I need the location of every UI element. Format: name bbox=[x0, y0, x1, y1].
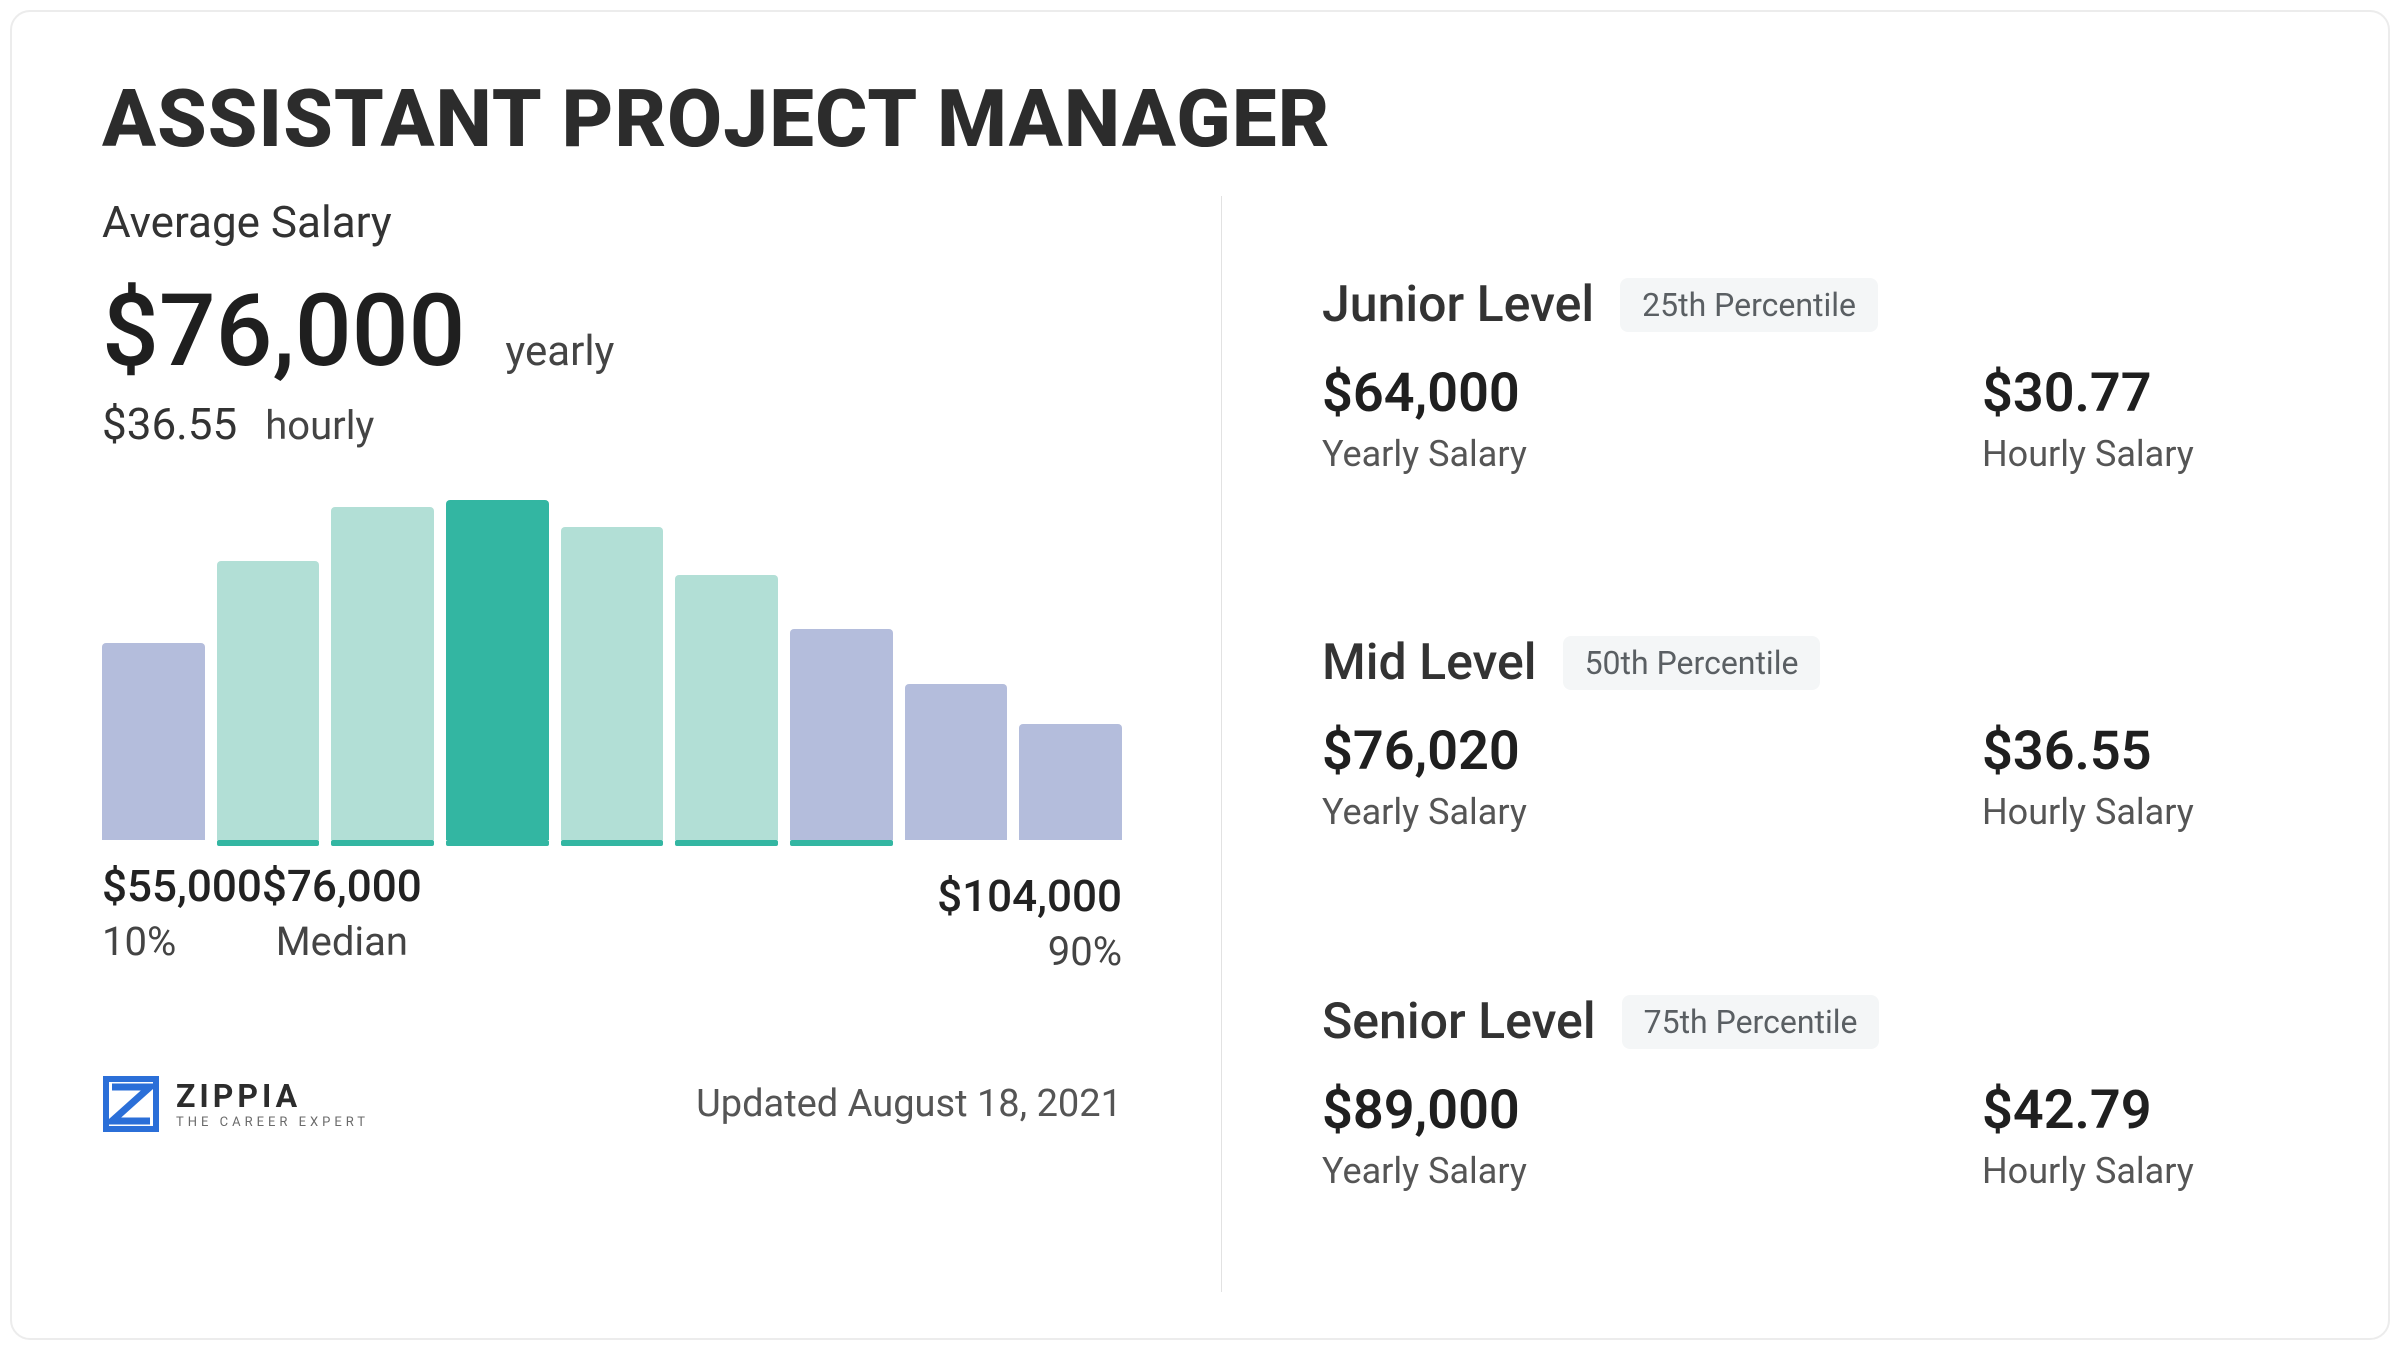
axis-tick-high: $104,000 90% bbox=[422, 860, 1122, 985]
zippia-logo-icon bbox=[102, 1075, 160, 1133]
level-yearly-value: $76,020 bbox=[1322, 720, 1562, 783]
level-name: Junior Level bbox=[1322, 276, 1594, 334]
axis-tick-low: $55,000 10% bbox=[102, 860, 262, 985]
left-panel: Average Salary $76,000 yearly $36.55 hou… bbox=[102, 196, 1222, 1292]
level-values-row: $76,020 Yearly Salary $36.55 Hourly Salary bbox=[1322, 720, 2222, 833]
yearly-salary-value: $76,000 bbox=[102, 273, 465, 390]
level-yearly-label: Yearly Salary bbox=[1322, 433, 1562, 475]
level-block: Mid Level 50th Percentile$76,020 Yearly Sa… bbox=[1322, 634, 2298, 833]
chart-bar-underline bbox=[217, 840, 320, 846]
yearly-salary-unit: yearly bbox=[505, 327, 614, 376]
level-hourly-value: $30.77 bbox=[1982, 362, 2222, 425]
hourly-block: $36.55 Hourly Salary bbox=[1982, 720, 2222, 833]
average-salary-label: Average Salary bbox=[102, 196, 1161, 248]
percentile-badge: 75th Percentile bbox=[1622, 995, 1880, 1049]
axis-high-label: 90% bbox=[522, 928, 1122, 975]
axis-mid-label: Median bbox=[262, 918, 422, 965]
hourly-salary-row: $36.55 hourly bbox=[102, 398, 1161, 450]
yearly-block: $89,000 Yearly Salary bbox=[1322, 1079, 1562, 1192]
axis-tick-mid: $76,000 Median bbox=[262, 860, 422, 985]
chart-bar bbox=[102, 643, 205, 840]
axis-low-label: 10% bbox=[102, 918, 262, 965]
axis-mid-value: $76,000 bbox=[262, 860, 422, 912]
chart-bar-underline bbox=[561, 840, 664, 846]
level-hourly-label: Hourly Salary bbox=[1982, 1150, 2222, 1192]
level-yearly-value: $64,000 bbox=[1322, 362, 1562, 425]
chart-bar-underline bbox=[331, 840, 434, 846]
chart-bar bbox=[561, 527, 664, 840]
level-block: Junior Level 25th Percentile $64,000 Yearly… bbox=[1322, 276, 2298, 475]
level-name: Mid Level bbox=[1322, 634, 1537, 692]
chart-bar-underline bbox=[446, 840, 549, 846]
level-header: Junior Level 25th Percentile bbox=[1322, 276, 2298, 334]
level-name: Senior Level bbox=[1322, 993, 1596, 1051]
level-hourly-label: Hourly Salary bbox=[1982, 791, 2222, 833]
chart-axis: $55,000 10% $76,000 Median $104,000 90% bbox=[102, 860, 1122, 985]
level-hourly-value: $36.55 bbox=[1982, 720, 2222, 783]
hourly-block: $42.79 Hourly Salary bbox=[1982, 1079, 2222, 1192]
chart-bar-underline bbox=[790, 840, 893, 846]
level-header: Mid Level 50th Percentile bbox=[1322, 634, 2298, 692]
left-footer: ZIPPIA THE CAREER EXPERT Updated August … bbox=[102, 1075, 1122, 1133]
level-block: Senior Level 75th Percentile $89,000 Yearly… bbox=[1322, 993, 2298, 1192]
updated-date: Updated August 18, 2021 bbox=[696, 1082, 1122, 1126]
level-yearly-label: Yearly Salary bbox=[1322, 1150, 1562, 1192]
chart-bars bbox=[102, 500, 1122, 840]
level-hourly-value: $42.79 bbox=[1982, 1079, 2222, 1142]
level-header: Senior Level 75th Percentile bbox=[1322, 993, 2298, 1051]
axis-high-value: $104,000 bbox=[522, 870, 1122, 922]
chart-bar bbox=[331, 507, 434, 840]
chart-bar bbox=[675, 575, 778, 840]
yearly-salary-row: $76,000 yearly bbox=[102, 273, 1161, 390]
content-row: Average Salary $76,000 yearly $36.55 hou… bbox=[102, 196, 2298, 1292]
chart-bar bbox=[217, 561, 320, 840]
salary-distribution-chart: $55,000 10% $76,000 Median $104,000 90% bbox=[102, 500, 1161, 985]
zippia-logo: ZIPPIA THE CAREER EXPERT bbox=[102, 1075, 369, 1133]
logo-name: ZIPPIA bbox=[176, 1080, 369, 1112]
chart-bar bbox=[1019, 724, 1122, 840]
yearly-block: $64,000 Yearly Salary bbox=[1322, 362, 1562, 475]
hourly-salary-unit: hourly bbox=[265, 402, 374, 449]
level-yearly-value: $89,000 bbox=[1322, 1079, 1562, 1142]
level-values-row: $64,000 Yearly Salary $30.77 Hourly Salary bbox=[1322, 362, 2222, 475]
page-title: ASSISTANT PROJECT MANAGER bbox=[102, 72, 2298, 166]
zippia-logo-text: ZIPPIA THE CAREER EXPERT bbox=[176, 1080, 369, 1129]
chart-bar bbox=[446, 500, 549, 840]
chart-bar-underline bbox=[675, 840, 778, 846]
level-yearly-label: Yearly Salary bbox=[1322, 791, 1562, 833]
level-hourly-label: Hourly Salary bbox=[1982, 433, 2222, 475]
level-values-row: $89,000 Yearly Salary $42.79 Hourly Salary bbox=[1322, 1079, 2222, 1192]
axis-low-value: $55,000 bbox=[102, 860, 262, 912]
logo-tagline: THE CAREER EXPERT bbox=[176, 1116, 369, 1129]
level-breakdown-panel: Junior Level 25th Percentile $64,000 Yearly… bbox=[1222, 196, 2298, 1292]
salary-card: ASSISTANT PROJECT MANAGER Average Salary… bbox=[10, 10, 2390, 1340]
chart-bar bbox=[790, 629, 893, 840]
hourly-salary-value: $36.55 bbox=[102, 398, 237, 450]
percentile-badge: 25th Percentile bbox=[1620, 278, 1878, 332]
yearly-block: $76,020 Yearly Salary bbox=[1322, 720, 1562, 833]
percentile-badge: 50th Percentile bbox=[1563, 636, 1821, 690]
chart-bar bbox=[905, 684, 1008, 840]
hourly-block: $30.77 Hourly Salary bbox=[1982, 362, 2222, 475]
